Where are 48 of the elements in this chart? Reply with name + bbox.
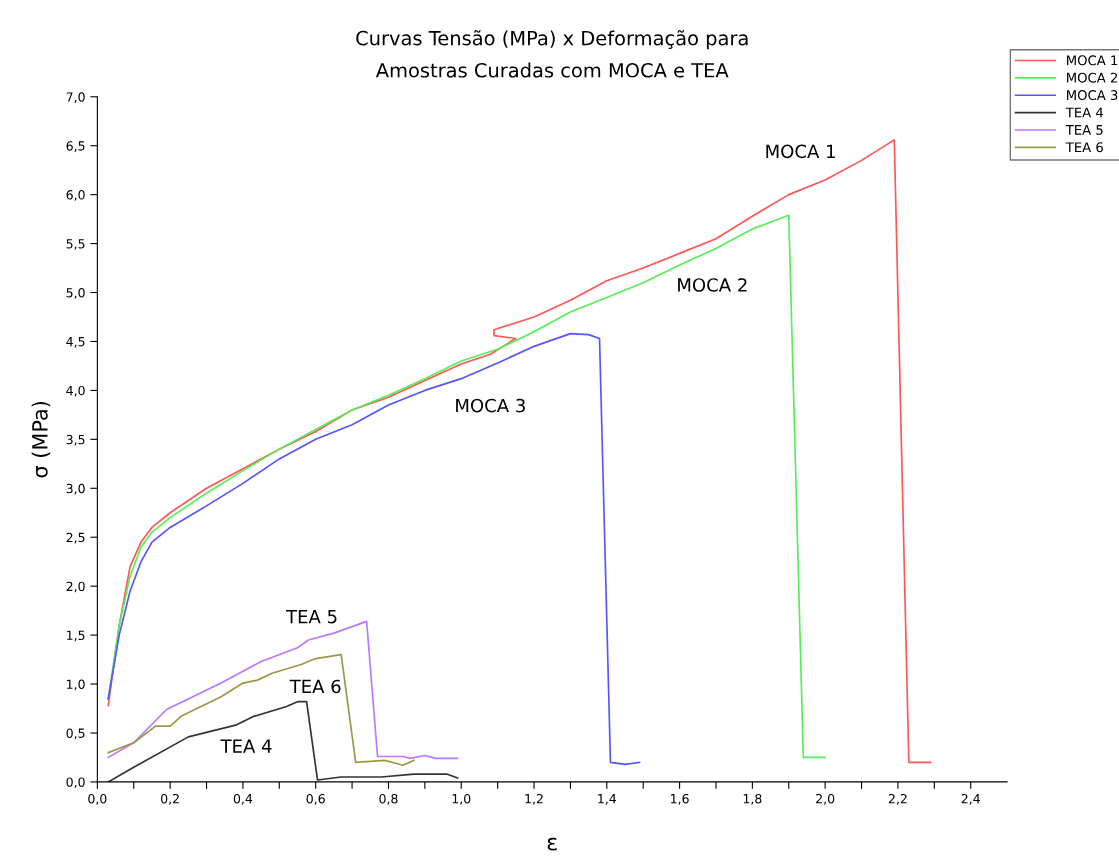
y-tick-label: 4,5	[66, 337, 85, 348]
x-tick-label: 1,6	[671, 793, 689, 805]
legend-label: MOCA 2	[1067, 72, 1118, 83]
annotation: TEA 4	[220, 739, 272, 753]
y-axis-title: σ (MPa)	[31, 401, 51, 478]
legend-label: TEA 6	[1065, 142, 1103, 153]
y-tick-label: 5,0	[66, 288, 85, 299]
y-tick-label: 2,5	[66, 532, 85, 544]
y-tick-label: 1,0	[67, 679, 85, 691]
legend-label: TEA 4	[1065, 107, 1104, 118]
line-series	[107, 700, 459, 782]
y-tick-label: 4,0	[66, 385, 85, 397]
line-series	[107, 214, 826, 759]
x-tick-label: 2,2	[888, 793, 907, 805]
y-tick-label: 1,5	[67, 630, 85, 642]
y-tick-label: 0,0	[66, 777, 85, 789]
x-tick-label: 1,2	[525, 793, 543, 805]
y-tick-label: 0,5	[66, 728, 85, 740]
y-tick-label: 5,5	[66, 239, 85, 250]
chart-title: Curvas Tensão (MPa) x Deformação para Amostras Curadas com MOCA e TEA	[356, 30, 748, 78]
annotation: TEA 5	[285, 609, 337, 624]
line-series	[107, 332, 641, 766]
x-tick-label: 2,4	[961, 793, 980, 805]
y-tick-label: 2,0	[66, 581, 85, 593]
y-tick-label: 3,0	[66, 483, 85, 495]
x-tick-label: 0,0	[88, 793, 107, 805]
annotation: MOCA 2	[678, 278, 747, 292]
annotation: TEA 6	[289, 679, 341, 694]
line-series	[107, 138, 932, 764]
x-tick-label: 1,8	[743, 793, 762, 805]
x-tick-label: 1,0	[452, 793, 471, 805]
x-axis-title: ε	[547, 837, 557, 851]
legend-label: MOCA 1	[1067, 55, 1118, 66]
y-tick-label: 3,5	[66, 434, 85, 446]
y-tick-label: 6,5	[66, 141, 85, 152]
annotation: MOCA 3	[456, 398, 525, 413]
legend-label: TEA 5	[1065, 125, 1103, 135]
x-tick-label: 0,4	[233, 793, 253, 805]
x-tick-label: 0,8	[379, 793, 398, 805]
annotation: MOCA 1	[766, 144, 835, 159]
x-tick-label: 0,2	[161, 793, 179, 805]
y-tick-label: 6,0	[66, 190, 85, 201]
x-tick-label: 0,6	[306, 793, 325, 805]
x-tick-label: 2,0	[816, 793, 835, 805]
x-tick-label: 1,4	[598, 794, 617, 805]
legend-label: MOCA 3	[1067, 90, 1118, 101]
y-tick-label: 7,0	[66, 92, 85, 103]
line-series	[107, 653, 415, 767]
